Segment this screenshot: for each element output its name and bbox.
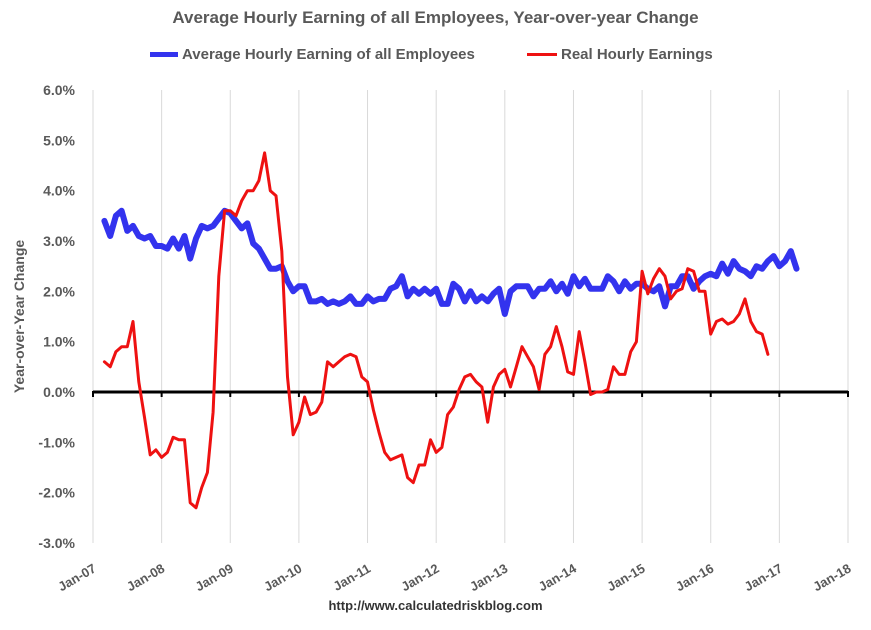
y-axis-tick-labels: -3.0% -2.0% -1.0% 0.0% 1.0% 2.0% 3.0% 4.0% 5.0% 6… — [38, 82, 75, 551]
x-tick-label: Jan-11 — [330, 561, 373, 594]
y-tick-label: 5.0% — [43, 132, 75, 148]
x-tick-label: Jan-15 — [604, 561, 647, 595]
x-tick-label: Jan-09 — [193, 561, 236, 595]
source-url: http://www.calculatedriskblog.com — [328, 598, 543, 613]
chart-title: Average Hourly Earning of all Employees,… — [172, 8, 699, 27]
grid-lines — [92, 90, 849, 543]
x-tick-label: Jan-17 — [742, 561, 785, 595]
series-lines — [101, 151, 800, 510]
x-tick-label: Jan-16 — [673, 561, 716, 595]
series-line-average-hourly — [101, 207, 800, 317]
legend-swatch-blue — [150, 52, 178, 57]
y-tick-label: -1.0% — [38, 434, 75, 450]
y-tick-label: 3.0% — [43, 233, 75, 249]
legend: Average Hourly Earning of all Employees … — [0, 46, 871, 68]
legend-swatch-red — [527, 53, 557, 56]
y-tick-label: 4.0% — [43, 183, 75, 199]
x-axis-tick-labels: Jan-07 Jan-08 Jan-09 Jan-10 Jan-11 Jan-12 Jan-… — [55, 560, 853, 594]
x-tick-label: Jan-07 — [55, 561, 98, 595]
legend-label-real-hourly: Real Hourly Earnings — [561, 46, 713, 63]
legend-item-real-hourly: Real Hourly Earnings — [527, 46, 713, 63]
x-tick-label: Jan-13 — [467, 561, 510, 595]
y-tick-label: 2.0% — [43, 283, 75, 299]
x-tick-label: Jan-18 — [810, 561, 853, 595]
y-tick-label: -2.0% — [38, 485, 75, 501]
x-tick-label: Jan-12 — [398, 561, 441, 595]
series-line-real-hourly — [102, 151, 770, 510]
y-tick-label: 1.0% — [43, 334, 75, 350]
y-tick-label: 0.0% — [43, 384, 75, 400]
y-tick-label: -3.0% — [38, 535, 75, 551]
x-tick-label: Jan-08 — [124, 561, 167, 595]
legend-label-average-hourly: Average Hourly Earning of all Employees — [182, 46, 475, 63]
legend-item-average-hourly: Average Hourly Earning of all Employees — [150, 46, 475, 63]
y-axis-label: Year-over-Year Change — [11, 240, 27, 394]
x-tick-label: Jan-10 — [261, 561, 304, 595]
x-tick-label: Jan-14 — [536, 560, 580, 594]
y-tick-label: 6.0% — [43, 82, 75, 98]
